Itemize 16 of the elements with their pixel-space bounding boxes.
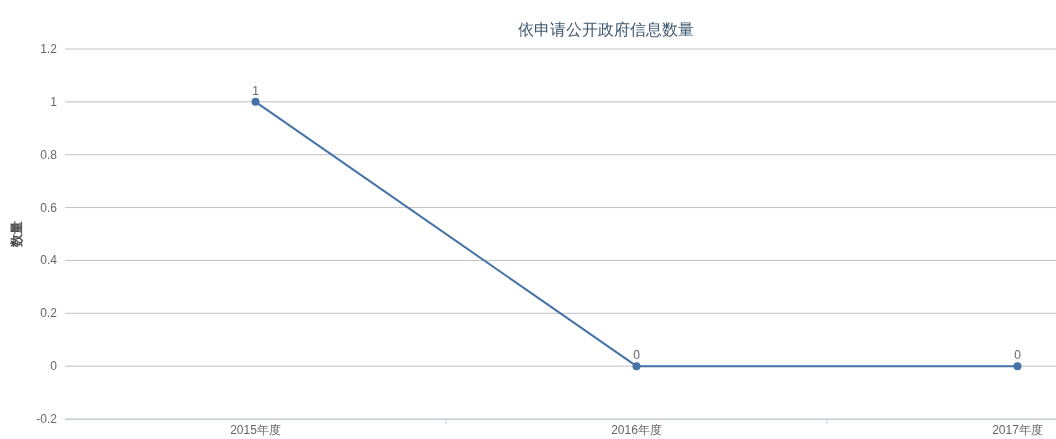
y-tick-label: 0.6 <box>40 200 58 215</box>
y-tick-label: -0.2 <box>36 412 58 426</box>
data-label: 0 <box>633 348 641 363</box>
x-tick-label: 2017年度 <box>992 423 1043 437</box>
x-tick-label: 2015年度 <box>230 423 281 437</box>
chart-title: 依申请公开政府信息数量 <box>518 21 694 38</box>
y-axis-title: 数量 <box>9 221 24 248</box>
y-tick-label: 1 <box>50 94 58 109</box>
x-tick-label: 2016年度 <box>611 423 662 437</box>
y-tick-label: 0.2 <box>40 306 58 321</box>
data-label: 0 <box>1014 348 1022 363</box>
y-tick-label: 1.2 <box>40 42 58 56</box>
data-label: 1 <box>252 83 260 98</box>
y-tick-label: 0.4 <box>40 253 58 268</box>
y-tick-label: 0.8 <box>40 147 58 162</box>
y-tick-label: 0 <box>50 359 58 374</box>
